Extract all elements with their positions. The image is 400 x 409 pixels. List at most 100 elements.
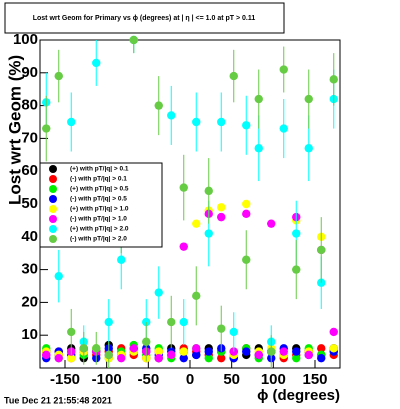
data-point	[292, 347, 301, 356]
data-point	[254, 350, 263, 360]
data-point	[204, 347, 213, 356]
x-tick-label: 50	[223, 371, 240, 388]
data-point	[179, 242, 188, 251]
y-tick-label: 50	[21, 195, 38, 212]
data-point	[217, 212, 226, 222]
legend-label: (-) with pT/|q| > 2.0	[70, 236, 127, 243]
y-tick-label: 40	[21, 228, 38, 245]
data-point	[279, 124, 288, 133]
data-point	[217, 324, 226, 333]
y-tick-label: 100	[13, 31, 38, 48]
data-point	[129, 35, 138, 45]
x-tick-label: -150	[50, 371, 80, 388]
data-point	[179, 353, 188, 363]
data-point	[229, 327, 238, 337]
chart-title: Lost wrt Geom for Primary vs ϕ (degrees)…	[33, 15, 256, 22]
data-point	[217, 353, 226, 363]
timestamp: Tue Dec 21 21:55:48 2021	[4, 395, 112, 405]
data-point	[54, 353, 63, 363]
x-tick-label: 100	[261, 371, 286, 388]
legend-label: (+) with pT/|q| > 1.0	[70, 206, 129, 213]
data-point	[242, 255, 251, 264]
legend-marker	[49, 175, 57, 183]
data-point	[329, 327, 338, 337]
x-tick-label: -100	[92, 371, 122, 388]
legend-marker	[49, 195, 57, 203]
data-point	[104, 317, 113, 327]
data-point	[129, 344, 138, 353]
legend-label: (-) with pT/|q| > 0.1	[70, 176, 127, 183]
data-point	[117, 255, 126, 264]
legend-marker	[49, 235, 57, 243]
data-point	[292, 229, 301, 238]
y-tick-label: 80	[21, 97, 38, 114]
data-point	[279, 65, 288, 74]
data-point	[142, 317, 151, 327]
legend-marker	[49, 225, 57, 233]
data-point	[179, 347, 188, 356]
data-point	[192, 117, 201, 127]
data-point	[217, 203, 226, 212]
y-tick-label: 60	[21, 162, 38, 179]
data-point	[242, 121, 251, 130]
title-box	[4, 2, 285, 34]
data-point	[304, 350, 313, 360]
data-point	[192, 219, 201, 228]
data-point	[117, 353, 126, 363]
data-point	[92, 344, 101, 353]
data-point	[242, 347, 251, 356]
data-point	[304, 144, 313, 153]
y-tick-label: 10	[21, 326, 38, 343]
legend-label: (-) with pT/|q| > 0.5	[70, 196, 127, 203]
legend: (+) with pT/|q| > 0.1 (-) with pT/|q| > 0…	[39, 162, 163, 248]
data-point	[329, 75, 338, 84]
data-point	[67, 327, 76, 337]
data-point	[242, 209, 251, 219]
legend-label: (+) with pT/|q| > 0.1	[70, 166, 129, 173]
legend-label: (+) with pT/|q| > 2.0	[70, 226, 129, 233]
legend-marker	[49, 185, 57, 193]
y-tick-label: 90	[21, 64, 38, 81]
data-point	[167, 111, 176, 120]
data-point	[329, 344, 338, 353]
data-point	[92, 58, 101, 68]
data-point	[154, 347, 163, 356]
data-point	[179, 317, 188, 327]
data-point	[54, 271, 63, 281]
data-point	[304, 94, 313, 104]
data-point	[317, 245, 326, 255]
y-tick-label: 70	[21, 129, 38, 146]
data-point	[154, 353, 163, 363]
legend-marker	[49, 165, 57, 173]
data-point	[217, 117, 226, 127]
legend-marker	[49, 215, 57, 223]
data-point	[179, 183, 188, 192]
data-point	[67, 353, 76, 363]
legend-label: (-) with pT/|q| > 1.0	[70, 216, 127, 223]
y-tick-label: 20	[21, 293, 38, 310]
data-point	[317, 353, 326, 363]
x-tick-label: 0	[186, 371, 194, 388]
data-point	[54, 71, 63, 81]
data-point	[42, 124, 51, 133]
data-point	[154, 101, 163, 110]
data-point	[167, 317, 176, 327]
data-point	[242, 199, 251, 209]
data-point	[167, 350, 176, 360]
data-point	[254, 144, 263, 153]
y-tick-label: 30	[21, 261, 38, 278]
data-point	[192, 344, 201, 353]
data-point	[229, 71, 238, 81]
data-point	[204, 186, 213, 196]
x-axis-label: ϕ (degrees)	[257, 387, 340, 404]
x-tick-label: -50	[137, 371, 159, 388]
data-point	[204, 353, 213, 363]
data-point	[279, 347, 288, 356]
x-tick-label: 150	[302, 371, 327, 388]
data-point	[104, 350, 113, 360]
data-point	[192, 291, 201, 301]
data-point	[142, 337, 151, 346]
legend-marker	[49, 205, 57, 213]
data-point	[204, 229, 213, 238]
